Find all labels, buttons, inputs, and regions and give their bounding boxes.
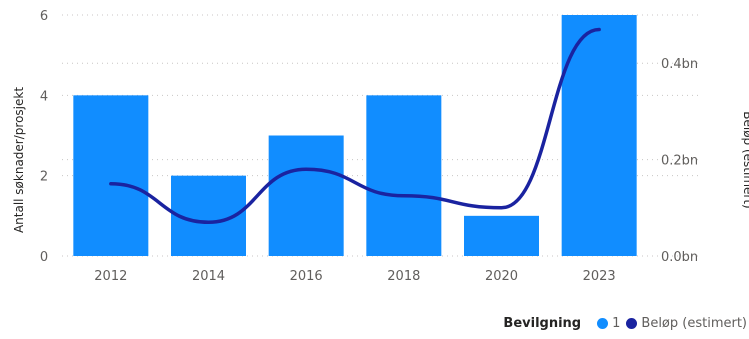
y-axis-left-title: Antall søknader/prosjekt [12, 87, 26, 233]
y-left-tick-label: 2 [40, 170, 48, 185]
bar[interactable] [366, 95, 442, 256]
y-left-tick-label: 4 [40, 89, 48, 104]
legend-item-bars-label: 1 [612, 316, 621, 331]
x-tick-label: 2018 [387, 269, 420, 284]
x-tick-label: 2020 [485, 269, 518, 284]
x-tick-label: 2016 [290, 269, 323, 284]
line-series [109, 27, 601, 225]
legend-bars-dot-icon [597, 318, 609, 329]
bar[interactable] [464, 215, 539, 256]
bar[interactable] [561, 15, 637, 256]
y-axis-left: 0 2 4 6 [40, 9, 48, 265]
bar-series [73, 15, 637, 257]
legend-line-dot-icon [626, 318, 638, 329]
y-axis-right-title: Beløp (estimert) [741, 111, 749, 208]
bar[interactable] [73, 95, 149, 256]
x-tick-label: 2012 [94, 269, 127, 284]
legend-item-bars[interactable]: 1 [597, 316, 620, 331]
x-tick-label: 2014 [192, 269, 225, 284]
y-right-tick-label: 0.0bn [661, 250, 698, 265]
y-right-tick-label: 0.4bn [661, 57, 698, 72]
line-path[interactable] [109, 27, 601, 225]
legend-item-line-label: Beløp (estimert) [641, 316, 747, 331]
y-right-tick-label: 0.2bn [661, 154, 698, 169]
legend-title: Bevilgning [503, 316, 582, 331]
y-left-tick-label: 0 [40, 250, 48, 265]
x-tick-label: 2023 [583, 269, 616, 284]
legend: Bevilgning 1 Beløp (estimert) [503, 316, 747, 331]
legend-item-line[interactable]: Beløp (estimert) [626, 316, 747, 331]
bar[interactable] [268, 135, 344, 257]
y-axis-right: 0.0bn 0.2bn 0.4bn [661, 57, 698, 265]
y-left-tick-label: 6 [40, 9, 48, 24]
x-axis: 2012 2014 2016 2018 2020 2023 [94, 269, 615, 284]
